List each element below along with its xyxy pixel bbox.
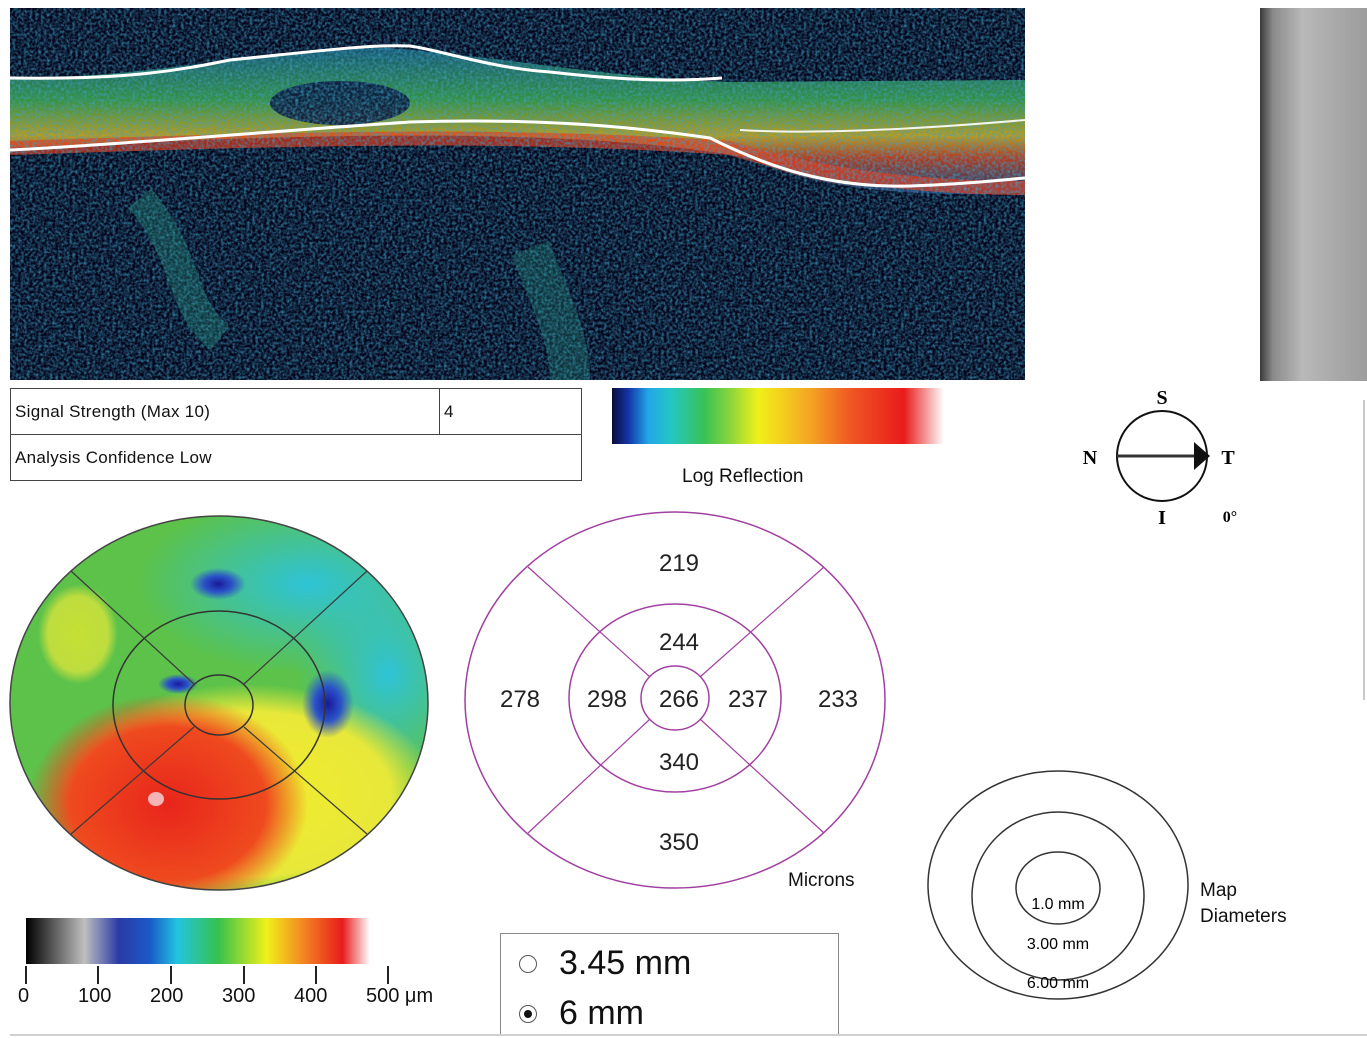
rpe-boundary-line: [10, 119, 1025, 188]
grid-inner-temporal: 237: [728, 686, 768, 713]
map-diameters-diagram: 1.0 mm 3.00 mm 6.00 mm: [927, 770, 1189, 1000]
grid-inner-superior: 244: [659, 629, 699, 656]
compass-nasal: N: [1083, 447, 1098, 469]
etdrs-thickness-grid: 219 244 278 298 266 237 233 340 350: [464, 511, 886, 889]
grid-units-label: Microns: [788, 870, 855, 891]
map-diameter-outer: 6.00 mm: [1027, 975, 1089, 992]
grid-outer-temporal: 233: [818, 686, 858, 713]
retinal-thickness-map: [9, 515, 429, 891]
scale-tick-500: 500 μm: [366, 985, 434, 1007]
compass-inferior: I: [1158, 507, 1166, 529]
map-diameters-label-line1: Map: [1200, 880, 1237, 901]
compass-temporal: T: [1221, 447, 1235, 469]
map-diameters-label: Map Diameters: [1200, 878, 1287, 930]
scan-info-table: Signal Strength (Max 10) 4 Analysis Conf…: [10, 388, 582, 481]
scan-diameter-options: 3.45 mm 6 mm: [500, 933, 839, 1034]
direction-arrow-icon: [1194, 442, 1210, 470]
analysis-confidence: Analysis Confidence Low: [10, 434, 582, 481]
map-diameter-middle: 3.00 mm: [1027, 936, 1089, 953]
option-6mm-label: 6 mm: [559, 994, 644, 1032]
log-reflection-label: Log Reflection: [682, 466, 804, 487]
scale-tick-400: 400: [294, 985, 328, 1007]
thickness-colorbar: [26, 918, 370, 964]
orientation-compass: S I N T 0°: [1083, 387, 1237, 529]
signal-strength-value: 4: [439, 388, 582, 435]
oct-bscan-svg: [10, 8, 1025, 380]
fundus-image: [1260, 8, 1367, 381]
map-diameter-inner: 1.0 mm: [1031, 896, 1084, 913]
grid-center: 266: [659, 686, 699, 713]
grid-outer-nasal: 278: [500, 686, 540, 713]
edge-divider: [1363, 400, 1365, 700]
scale-tick-100: 100: [78, 985, 112, 1007]
bottom-border: [10, 1034, 1367, 1036]
signal-strength-label: Signal Strength (Max 10): [10, 388, 440, 435]
log-reflection-colorbar: [612, 388, 944, 444]
scale-tick-0: 0: [18, 985, 30, 1007]
map-diameters-label-line2: Diameters: [1200, 906, 1287, 927]
compass-superior: S: [1156, 387, 1167, 409]
grid-inner-inferior: 340: [659, 749, 699, 776]
grid-inner-nasal: 298: [587, 686, 627, 713]
thickness-scale-ticks: [25, 966, 389, 984]
compass-angle: 0°: [1223, 509, 1237, 526]
option-3-45mm-label: 3.45 mm: [559, 944, 692, 982]
scale-tick-300: 300: [222, 985, 256, 1007]
radio-3-45mm[interactable]: [519, 954, 537, 973]
option-6mm[interactable]: 6 mm: [519, 994, 644, 1033]
scale-tick-200: 200: [150, 985, 184, 1007]
grid-outer-inferior: 350: [659, 829, 699, 856]
grid-outer-superior: 219: [659, 550, 699, 577]
radio-6mm[interactable]: [519, 1004, 537, 1023]
oct-bscan-image: [10, 8, 1025, 380]
option-3-45mm[interactable]: 3.45 mm: [519, 944, 691, 983]
ilm-boundary-line: [10, 44, 723, 82]
